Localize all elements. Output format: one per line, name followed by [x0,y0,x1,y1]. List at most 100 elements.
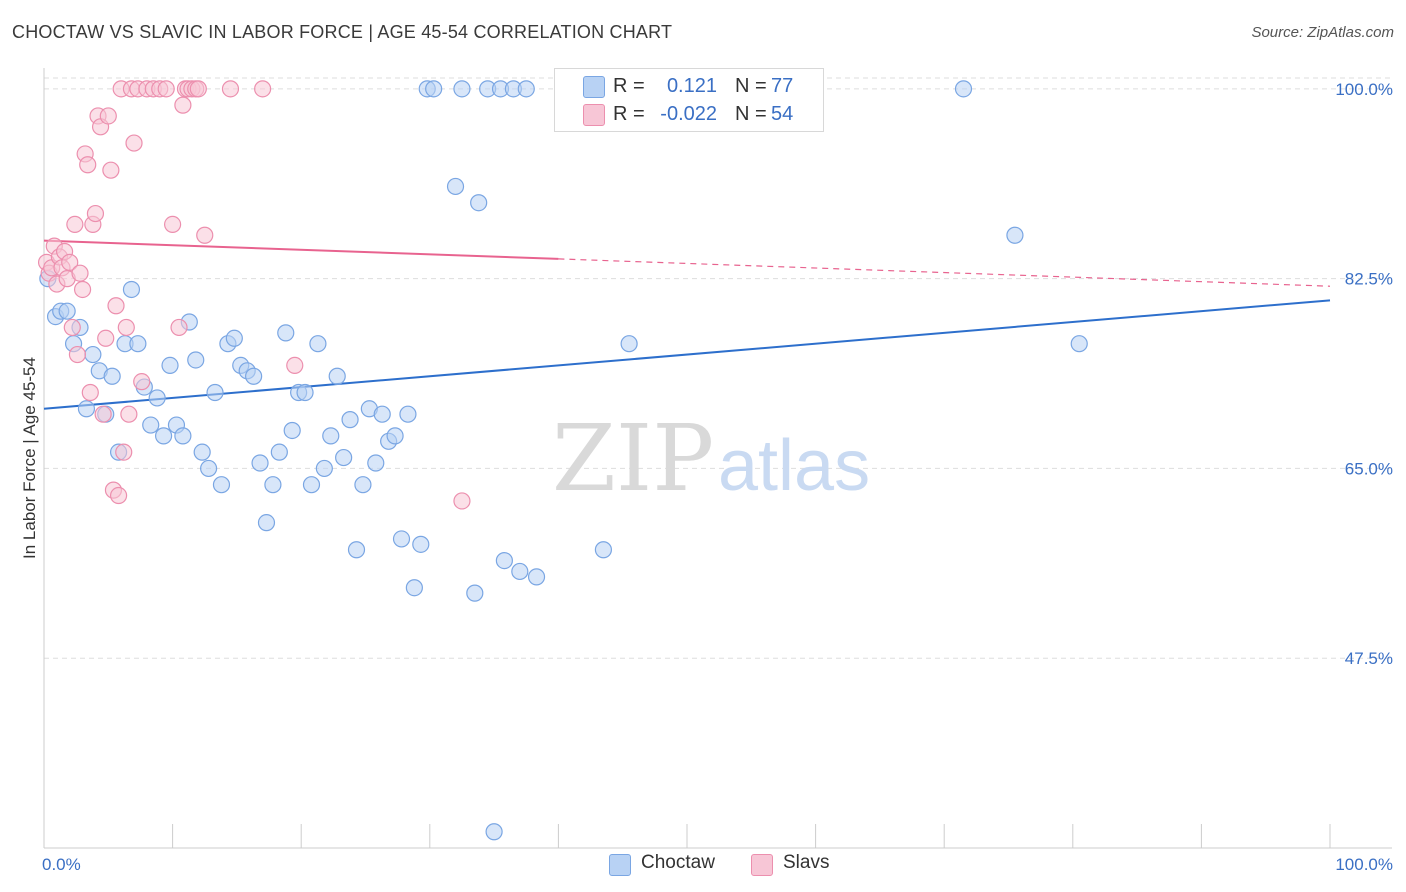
r-label: R = [613,103,645,125]
choctaw-point [302,476,321,494]
choctaw-point [206,383,224,402]
slavs-point [453,492,471,510]
slavs-point [254,80,272,98]
choctaw-point [270,443,288,461]
choctaw-point [103,367,121,385]
choctaw-point [392,530,411,548]
slavs-point [107,297,125,315]
choctaw-point [315,459,333,478]
choctaw-point [373,405,391,423]
choctaw-point [309,335,327,353]
x-tick-label-max: 100.0% [1335,855,1393,874]
choctaw-point [485,823,503,841]
choctaw-point [425,80,443,98]
choctaw-point [142,416,160,434]
slavs-point [99,107,117,125]
n-label: N = [735,103,767,125]
choctaw-point [174,427,192,445]
slavs-point [94,405,112,423]
axes [43,68,1392,849]
slavs-point [164,215,182,234]
slavs-point [66,215,84,234]
slavs-point [97,329,115,347]
slavs-point [115,443,133,461]
source-label: Source: ZipAtlas.com [1251,24,1394,41]
choctaw-point [296,383,314,402]
trend-lines [43,239,1331,410]
choctaw-point [251,454,269,472]
slavs-point [120,405,138,423]
y-tick-label: 65.0% [1345,459,1393,478]
choctaw-point [212,476,231,494]
choctaw-point [264,476,282,494]
choctaw-point [193,443,211,461]
choctaw-point [77,400,96,418]
slavs-point [196,226,214,244]
slavs-point [286,356,304,374]
choctaw-point [620,335,638,353]
choctaw-point [257,514,276,532]
choctaw-point [322,427,340,445]
choctaw-point [347,541,366,559]
choctaw-point [84,345,102,364]
choctaw-point [148,389,166,407]
choctaw-point [527,568,546,586]
choctaw-point [511,562,529,581]
slavs-point [170,318,188,337]
choctaw-point [58,302,76,320]
n-value: 77 [771,75,794,97]
n-value: 54 [771,103,794,125]
slavs-point [73,280,92,299]
stats-box: R = 0.121 N = 77 R = -0.022 N = 54 [554,68,824,132]
chart-title: CHOCTAW VS SLAVIC IN LABOR FORCE | AGE 4… [12,22,673,42]
legend-label: Slavs [783,852,830,873]
data-points [37,80,1088,841]
choctaw-point [200,459,218,478]
choctaw-point [495,552,513,570]
choctaw-point [386,427,404,445]
slavs-point [79,156,97,174]
choctaw-point [517,80,535,98]
slavs-point [133,373,151,391]
y-tick-label: 82.5% [1345,270,1393,289]
choctaw-point [283,421,301,440]
choctaw-point [1006,226,1024,244]
slavs-point [109,486,128,505]
choctaw-point [453,80,471,98]
slavs-point [189,80,207,98]
watermark-zip: ZIP [552,405,714,512]
choctaw-trend-line [43,299,1331,410]
choctaw-point [446,177,465,196]
choctaw-point [954,80,973,98]
watermark-atlas: atlas [718,426,870,506]
slavs-point [71,264,89,282]
tick-labels: 47.5% 65.0% 82.5% 100.0% 0.0% 100.0% [42,80,1393,874]
choctaw-point [367,454,385,472]
r-value: 0.121 [666,75,717,97]
choctaw-point [470,194,488,212]
slavs-point [157,80,175,98]
choctaw-point [245,367,263,385]
slavs-point [221,80,240,98]
choctaw-point [154,427,173,445]
choctaw-legend-swatch [609,854,631,876]
choctaw-point [335,448,353,467]
choctaw-point [399,405,417,423]
choctaw-point [354,476,372,494]
choctaw-point [161,356,179,374]
choctaw-point [1070,335,1088,353]
slavs-legend-swatch [751,854,773,876]
legend-label: Choctaw [641,852,715,873]
watermark: ZIP atlas [552,405,870,512]
y-tick-label: 100.0% [1335,80,1393,99]
slavs-trend-line [43,239,559,260]
choctaw-point [277,324,295,342]
stats-row-slavs: R = -0.022 N = 54 [555,101,823,129]
x-tick-label-min: 0.0% [42,855,81,874]
slavs-point [117,318,135,337]
choctaw-point [122,280,141,299]
choctaw-point [405,579,423,597]
choctaw-point [328,367,346,385]
r-label: R = [613,75,645,97]
